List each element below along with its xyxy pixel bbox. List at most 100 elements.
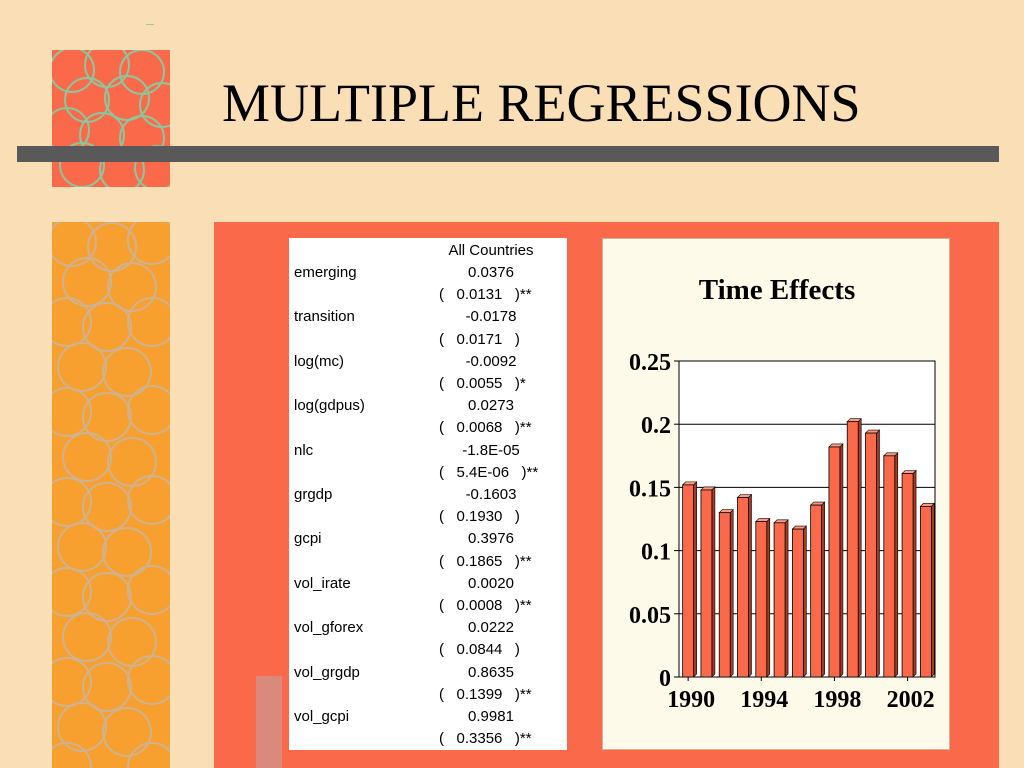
table-row-se: ( 0.0171 ) — [289, 329, 567, 351]
coefficient-value: 0.0222 — [468, 619, 514, 637]
bar — [901, 473, 914, 678]
variable-label: vol_gcpi — [294, 708, 350, 725]
variable-label: transition — [294, 308, 355, 326]
table-row: vol_grgdp 0.8635 — [289, 662, 567, 684]
variable-label: gcpi — [294, 530, 322, 548]
regression-table: All Countries emerging 0.0376 ( 0.0131 )**… — [289, 238, 567, 750]
decorative-tick — [146, 24, 154, 25]
y-tick-label: 0.05 — [629, 603, 671, 629]
slide-title: MULTIPLE REGRESSIONS — [222, 73, 861, 133]
table-row: transition -0.0178 — [289, 306, 567, 328]
bar-side — [803, 525, 807, 678]
bar — [828, 446, 841, 678]
standard-error-value: ( 5.4E-06 )** — [439, 463, 539, 481]
bar-side — [748, 493, 752, 678]
time-effects-chart: Time Effects 0 0.05 0.1 0.15 0.2 0.25 1990 1994 1… — [602, 238, 950, 750]
table-row: grgdp -0.1603 — [289, 484, 567, 506]
table-row-se: ( 0.1399 )** — [289, 684, 567, 706]
table-row-se: ( 0.0068 )** — [289, 417, 567, 439]
bar-side — [876, 429, 880, 678]
y-tick-label: 0.2 — [641, 413, 671, 439]
standard-error-value: ( 0.1865 )** — [439, 552, 532, 570]
table-row: vol_gcpi 0.9981 — [289, 706, 567, 728]
table-row-se: ( 0.1930 ) — [289, 506, 567, 528]
chart-svg: Time Effects 0 0.05 0.1 0.15 0.2 0.25 1990 1994 1… — [629, 274, 936, 713]
bar — [718, 512, 731, 678]
bar-side — [693, 481, 697, 678]
table-row: vol_gforex 0.0222 — [289, 617, 567, 639]
bar-side — [912, 469, 917, 678]
standard-error-value: ( 0.0844 ) — [439, 641, 520, 659]
standard-error-value: ( 0.0131 )** — [439, 286, 532, 304]
bar-side — [857, 417, 862, 678]
y-tick-label: 0 — [659, 666, 671, 692]
table-row: vol_irate 0.0020 — [289, 573, 567, 595]
table-row-se: ( 0.0131 )** — [289, 284, 567, 306]
table-row: nlc -1.8E-05 — [289, 440, 567, 462]
bar-side — [729, 508, 734, 678]
coefficient-value: 0.3976 — [468, 530, 514, 548]
variable-label: emerging — [294, 264, 357, 281]
table-row: log(gdpus) 0.0273 — [289, 395, 567, 417]
x-tick-label: 2002 — [887, 687, 935, 713]
coefficient-value: 0.0376 — [468, 264, 514, 281]
standard-error-value: ( 0.1399 )** — [439, 685, 532, 703]
x-tick-label: 1998 — [813, 687, 861, 713]
bar-side — [711, 486, 716, 678]
table-row-se: ( 0.1865 )** — [289, 551, 567, 573]
standard-error-value: ( 0.3356 )** — [439, 730, 532, 748]
bar — [865, 432, 877, 678]
bar — [919, 505, 932, 678]
coefficient-value: -0.0178 — [465, 308, 517, 326]
variable-label: nlc — [294, 441, 314, 459]
table-row-se: ( 0.3356 )** — [289, 728, 567, 750]
table-row-se: ( 0.0008 )** — [289, 595, 567, 617]
chart-title: Time Effects — [699, 274, 856, 306]
y-tick-label: 0.1 — [641, 540, 671, 566]
decorative-circles-strip — [52, 222, 170, 768]
bar-side — [821, 501, 825, 678]
variable-label: log(gdpus) — [294, 397, 365, 415]
bar-side — [839, 443, 844, 678]
coefficient-value: -0.1603 — [465, 486, 517, 503]
table-row-se: ( 5.4E-06 )** — [289, 462, 567, 484]
standard-error-value: ( 0.1930 ) — [439, 508, 520, 526]
table-row: emerging 0.0376 — [289, 262, 567, 284]
y-tick-label: 0.25 — [629, 350, 671, 376]
bar — [755, 521, 768, 678]
bar — [883, 455, 896, 678]
table-row: log(mc) -0.0092 — [289, 351, 567, 373]
table-row-se: ( 0.0055 )* — [289, 373, 567, 395]
standard-error-value: ( 0.0008 )** — [439, 597, 532, 614]
title-rule — [17, 146, 999, 162]
variable-label: grgdp — [294, 486, 333, 503]
table-row-se: ( 0.0844 ) — [289, 639, 567, 661]
variable-label: log(mc) — [294, 352, 345, 370]
standard-error-value: ( 0.0171 ) — [439, 330, 520, 348]
bar — [700, 489, 713, 678]
decorative-circles-square — [52, 50, 170, 187]
bar — [810, 504, 823, 678]
bar — [773, 522, 786, 678]
standard-error-value: ( 0.0068 )** — [439, 419, 532, 437]
y-tick-label: 0.15 — [629, 476, 671, 502]
coefficient-value: 0.0020 — [468, 574, 514, 592]
variable-label: vol_grgdp — [294, 663, 360, 681]
coefficient-value: 0.0273 — [468, 397, 514, 415]
bar — [846, 421, 859, 678]
coefficient-value: -0.0092 — [465, 352, 517, 370]
bar-side — [931, 502, 935, 678]
standard-error-value: ( 0.0055 )* — [439, 375, 526, 392]
coefficient-value: -1.8E-05 — [462, 441, 520, 459]
bar — [737, 497, 749, 678]
decorative-bar — [256, 676, 282, 768]
table-header: All Countries — [448, 242, 534, 259]
bar-side — [784, 519, 789, 678]
x-tick-label: 1990 — [667, 687, 715, 713]
coefficient-value: 0.8635 — [468, 663, 514, 681]
variable-label: vol_gforex — [294, 619, 364, 637]
bar-side — [894, 452, 899, 678]
variable-label: vol_irate — [294, 574, 351, 592]
x-tick-label: 1994 — [740, 687, 788, 713]
bar-side — [766, 517, 771, 678]
